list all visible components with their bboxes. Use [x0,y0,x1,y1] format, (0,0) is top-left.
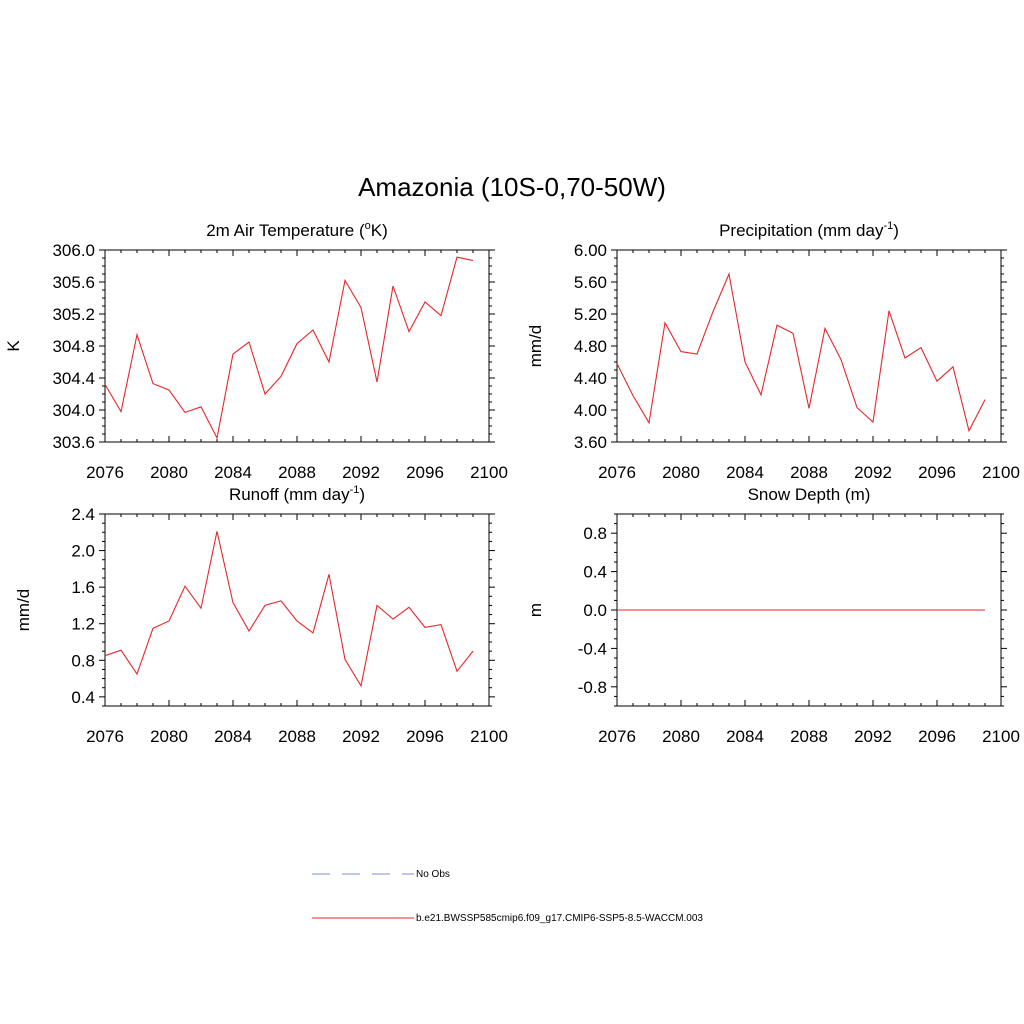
runoff-xtick-label: 2100 [470,727,508,746]
precip-title: Precipitation (mm day-1) [719,220,899,240]
snow-ytick-label: 0.4 [583,563,607,582]
temp-title: 2m Air Temperature (oK) [206,220,388,240]
panels: 2076 2080 2084 2088 2092 2096 2100 303.6 304.0 30… [4,220,1020,746]
precip-frame [616,249,1002,443]
temp-ytick-label: 304.8 [52,337,95,356]
precip-ytick-label: 3.60 [574,433,607,452]
precip-panel: 2076 2080 2084 2088 2092 2096 2100 3.60 4.00 4.40… [526,220,1020,482]
runoff-ytick-label: 1.2 [71,615,95,634]
precip-ytick-label: 4.80 [574,337,607,356]
snow-xtick-label: 2080 [662,727,700,746]
snow-xtick-label: 2096 [918,727,956,746]
snow-ytick-label: 0.8 [583,524,607,543]
runoff-frame [104,513,490,707]
snow-ytick-label: 0.0 [583,601,607,620]
runoff-ytick-label: 2.0 [71,542,95,561]
snow-panel: 2076 2080 2084 2088 2092 2096 2100 -0.8 -0.4 0.0 0… [526,485,1020,746]
temp-ylabel: K [4,340,23,352]
snow-xtick-label: 2092 [854,727,892,746]
precip-xtick-label: 2084 [726,463,764,482]
temp-ytick-label: 306.0 [52,241,95,260]
precip-ytick-label: 5.60 [574,273,607,292]
snow-xtick-label: 2084 [726,727,764,746]
runoff-xtick-label: 2096 [406,727,444,746]
temp-xtick-label: 2100 [470,463,508,482]
temp-panel: 2076 2080 2084 2088 2092 2096 2100 303.6 304.0 30… [4,220,508,482]
runoff-xtick-label: 2088 [278,727,316,746]
snow-xtick-label: 2088 [790,727,828,746]
runoff-xtick-label: 2076 [86,727,124,746]
precip-ytick-label: 5.20 [574,305,607,324]
runoff-ytick-label: 0.4 [71,688,95,707]
precip-ylabel: mm/d [526,325,545,368]
temp-xtick-label: 2084 [214,463,252,482]
precip-xtick-label: 2080 [662,463,700,482]
precip-xtick-label: 2076 [598,463,636,482]
runoff-ylabel: mm/d [14,589,33,632]
temp-xtick-label: 2096 [406,463,444,482]
temp-frame [104,249,490,443]
runoff-series-line [104,531,474,688]
precip-series-line [616,272,986,433]
precip-xtick-label: 2092 [854,463,892,482]
temp-ytick-label: 304.0 [52,401,95,420]
precip-ytick-label: 6.00 [574,241,607,260]
legend: No Obs b.e21.BWSSP585cmip6.f09_g17.CMIP6… [312,869,703,924]
temp-ytick-label: 305.2 [52,305,95,324]
temp-xtick-label: 2080 [150,463,188,482]
runoff-ytick-label: 2.4 [71,505,95,524]
temp-xtick-label: 2076 [86,463,124,482]
snow-ytick-label: -0.8 [578,678,607,697]
temp-xtick-label: 2088 [278,463,316,482]
temp-ytick-label: 304.4 [52,369,95,388]
runoff-ytick-label: 1.6 [71,578,95,597]
runoff-panel: 2076 2080 2084 2088 2092 2096 2100 0.4 0.8 1.2 1.6… [14,484,508,746]
runoff-ytick-label: 0.8 [71,651,95,670]
figure-title: Amazonia (10S-0,70-50W) [358,172,666,202]
temp-ytick-label: 303.6 [52,433,95,452]
runoff-xtick-label: 2092 [342,727,380,746]
snow-ytick-label: -0.4 [578,639,607,658]
precip-xtick-label: 2100 [982,463,1020,482]
precip-xtick-label: 2096 [918,463,956,482]
temp-series-line [104,256,474,440]
snow-xtick-label: 2076 [598,727,636,746]
precip-xtick-label: 2088 [790,463,828,482]
runoff-title: Runoff (mm day-1) [229,484,365,504]
temp-ytick-label: 305.6 [52,273,95,292]
snow-xtick-label: 2100 [982,727,1020,746]
snow-ylabel: m [526,603,545,617]
runoff-xtick-label: 2084 [214,727,252,746]
temp-xtick-label: 2092 [342,463,380,482]
runoff-xtick-label: 2080 [150,727,188,746]
legend-obs-label: No Obs [416,869,450,880]
snow-title: Snow Depth (m) [748,485,871,504]
precip-ytick-label: 4.00 [574,401,607,420]
legend-model-label: b.e21.BWSSP585cmip6.f09_g17.CMIP6-SSP5-8… [416,913,703,924]
precip-ytick-label: 4.40 [574,369,607,388]
